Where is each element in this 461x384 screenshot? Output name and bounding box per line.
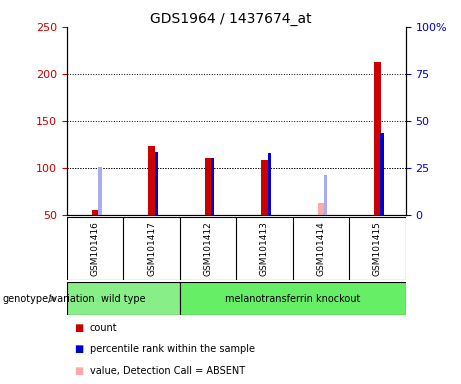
Text: wild type: wild type [101,293,146,304]
Bar [67,282,180,315]
Text: GDS1964 / 1437674_at: GDS1964 / 1437674_at [150,12,311,25]
Text: percentile rank within the sample: percentile rank within the sample [90,344,255,354]
Text: ■: ■ [74,344,83,354]
Text: value, Detection Call = ABSENT: value, Detection Call = ABSENT [90,366,245,376]
Bar [380,133,384,215]
Text: melanotransferrin knockout: melanotransferrin knockout [225,293,361,304]
Bar [261,159,268,215]
Text: GSM101417: GSM101417 [147,221,156,276]
Text: GSM101415: GSM101415 [373,221,382,276]
Bar [318,203,325,215]
Bar [205,158,212,215]
Text: GSM101416: GSM101416 [90,221,100,276]
Text: GSM101413: GSM101413 [260,221,269,276]
Text: count: count [90,323,118,333]
Text: ■: ■ [74,323,83,333]
Text: ■: ■ [74,366,83,376]
Bar [374,62,381,215]
Bar [267,153,271,215]
Bar [211,158,214,215]
Bar [154,152,158,215]
Bar [180,282,406,315]
Bar [92,210,99,215]
Text: GSM101412: GSM101412 [203,221,213,276]
Bar [148,146,155,215]
Bar [98,167,101,215]
Text: genotype/variation: genotype/variation [2,293,95,304]
Bar [324,175,327,215]
Text: GSM101414: GSM101414 [316,221,325,276]
